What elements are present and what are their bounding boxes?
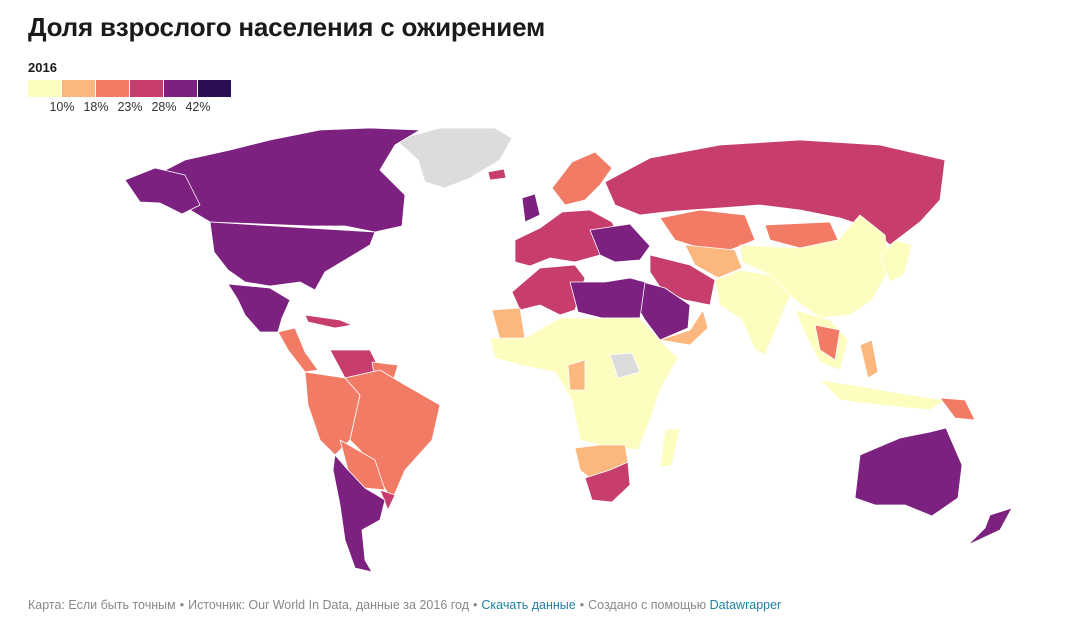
region-brazil (344, 369, 441, 501)
legend-year: 2016 (28, 60, 57, 75)
region-indonesia (819, 379, 946, 411)
region-greenland (395, 127, 513, 189)
map-title: Доля взрослого населения с ожирением (28, 12, 546, 42)
region-eastern-europe (589, 223, 651, 263)
legend-label: 23% (117, 100, 143, 114)
footer-credit: Карта: Если быть точным (28, 598, 176, 612)
region-madagascar (659, 427, 681, 469)
region-south-africa (584, 461, 631, 503)
region-scandinavia (551, 151, 613, 206)
region-canada (149, 127, 421, 233)
region-south-asia (714, 269, 791, 356)
legend-swatch (130, 80, 163, 97)
download-data-link[interactable]: Скачать данные (481, 598, 576, 612)
region-bolivia (339, 439, 386, 491)
region-thailand-malaysia (814, 324, 841, 361)
legend-swatch (198, 80, 231, 97)
footer-created-by: Создано с помощью (588, 598, 707, 612)
region-morocco-algeria (511, 264, 586, 316)
legend-color-scale (28, 80, 232, 97)
region-philippines (859, 339, 879, 379)
footer-source: Источник: Our World In Data, данные за 2… (188, 598, 470, 612)
footer-bullet: • (473, 598, 478, 612)
footer: Карта: Если быть точным • Источник: Our Wo… (28, 598, 781, 612)
legend-swatch (96, 80, 129, 97)
world-choropleth-map (124, 127, 1013, 573)
region-oman-yemen (659, 309, 709, 346)
region-new-zealand (967, 507, 1013, 546)
legend-label: 10% (49, 100, 75, 114)
region-libya-egypt (569, 277, 646, 319)
region-iran (649, 254, 716, 306)
region-alaska (124, 167, 201, 215)
legend-labels: 10% 18% 23% 28% 42% (28, 100, 248, 116)
legend-swatch (164, 80, 197, 97)
region-kazakhstan (659, 209, 756, 251)
region-west-sahel (491, 307, 526, 341)
datawrapper-link[interactable]: Datawrapper (709, 598, 782, 612)
region-mexico (227, 283, 291, 333)
legend-swatch (28, 80, 61, 97)
region-central-africa (567, 359, 586, 391)
legend-label: 18% (83, 100, 109, 114)
legend-label: 28% (151, 100, 177, 114)
region-central-america (277, 327, 319, 373)
region-south-sudan (609, 352, 641, 379)
region-iceland (487, 168, 507, 181)
footer-bullet: • (579, 598, 585, 612)
legend-swatch (62, 80, 95, 97)
region-central-asia (684, 244, 743, 279)
region-australia (854, 427, 963, 517)
region-uk (521, 193, 541, 223)
region-southern-cone (332, 454, 386, 573)
region-korea-japan (879, 239, 913, 283)
region-usa (209, 221, 376, 291)
footer-bullet: • (179, 598, 185, 612)
region-china (739, 214, 891, 319)
region-caribbean (304, 314, 353, 329)
region-png (939, 397, 976, 421)
legend-label: 42% (185, 100, 211, 114)
